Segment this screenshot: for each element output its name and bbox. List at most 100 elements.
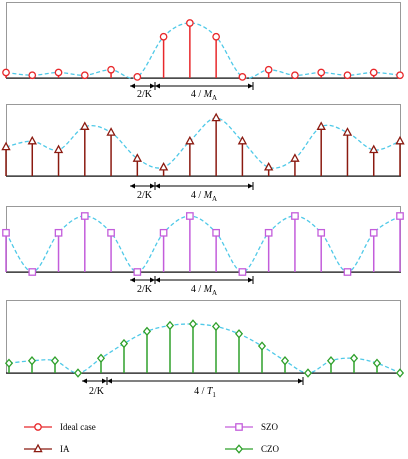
label-spacing-small: 2/K: [137, 284, 153, 295]
label-spacing-small: 2/K: [89, 386, 105, 397]
sample-marker: [54, 228, 63, 237]
sample-marker: [80, 71, 89, 80]
envelope-curve: [5, 117, 401, 169]
panel-czo: 2/K 4 / T1: [4, 300, 405, 399]
sample-marker: [211, 112, 221, 122]
sample-marker: [290, 153, 300, 162]
sample-marker: [342, 127, 353, 136]
legend-marker: [234, 444, 244, 454]
sample-marker: [80, 121, 90, 130]
envelope-curve: [5, 215, 401, 273]
sample-marker: [369, 68, 378, 77]
sample-marker: [372, 358, 382, 368]
sample-marker: [50, 356, 60, 366]
sample-marker: [73, 368, 83, 378]
sample-marker: [237, 135, 248, 145]
legend-marker: [235, 423, 243, 431]
sample-marker: [188, 319, 198, 329]
sample-marker: [317, 228, 326, 237]
arrowhead: [130, 277, 135, 283]
sample-marker: [133, 73, 142, 81]
panel-szo: 2/K 4 / MA: [2, 206, 404, 297]
sample-marker: [28, 268, 37, 276]
sample-marker: [234, 329, 244, 339]
sample-marker: [264, 228, 273, 237]
label-spacing-large: 4 / MA: [191, 89, 217, 102]
sample-marker: [257, 341, 267, 351]
sample-marker: [291, 212, 299, 220]
sample-marker: [212, 32, 220, 41]
sample-marker: [264, 65, 273, 74]
sample-marker: [280, 356, 290, 366]
sample-marker: [395, 135, 405, 145]
sample-marker: [212, 228, 220, 237]
sample-marker: [4, 358, 14, 368]
sample-marker: [132, 153, 143, 162]
sample-marker: [158, 161, 169, 171]
sample-marker: [185, 135, 195, 145]
arrowhead: [150, 83, 155, 89]
sample-marker: [369, 144, 379, 154]
sample-marker: [165, 320, 175, 331]
sample-marker: [159, 32, 168, 41]
panel-frame: [6, 300, 401, 374]
sample-marker: [343, 71, 352, 80]
legend-marker: [34, 423, 42, 431]
arrowhead: [298, 378, 303, 384]
sample-marker: [80, 212, 89, 220]
sample-marker: [343, 268, 352, 276]
legend-item-czo: CZO: [225, 444, 280, 454]
sample-marker: [369, 228, 378, 237]
arrowhead: [155, 183, 160, 189]
label-spacing-large: 4 / MA: [191, 284, 217, 297]
sample-marker: [186, 19, 194, 27]
arrowhead: [150, 183, 155, 189]
envelope-curve: [5, 22, 401, 79]
sample-marker: [2, 68, 10, 77]
legend-item-ia: IA: [24, 443, 70, 454]
arrowhead: [248, 183, 253, 189]
sample-marker: [291, 71, 299, 80]
sample-marker: [349, 353, 359, 363]
sample-marker: [27, 135, 37, 145]
sample-marker: [303, 368, 313, 378]
sample-marker: [27, 356, 37, 366]
sample-marker: [238, 73, 247, 81]
label-spacing-large: 4 / MA: [191, 190, 217, 203]
legend-label: CZO: [261, 444, 280, 454]
sample-marker: [28, 71, 37, 80]
legend-label: SZO: [261, 422, 279, 432]
legend-label: Ideal case: [60, 422, 96, 432]
sample-marker: [396, 212, 404, 220]
sample-marker: [1, 141, 11, 151]
panel-ideal: 2/K 4 / MA: [2, 2, 404, 102]
legend-marker: [33, 443, 43, 453]
sample-marker: [238, 268, 247, 276]
panel-frame: [6, 104, 401, 177]
arrowhead: [248, 83, 253, 89]
sample-marker: [107, 228, 115, 237]
sample-marker: [107, 65, 115, 74]
arrowhead: [102, 378, 107, 384]
label-spacing-small: 2/K: [137, 89, 153, 100]
arrowhead: [155, 277, 160, 283]
sample-marker: [106, 127, 116, 136]
arrowhead: [130, 83, 135, 89]
sample-marker: [54, 68, 63, 77]
sample-marker: [159, 228, 168, 237]
arrowhead: [248, 277, 253, 283]
sample-marker: [133, 268, 142, 276]
arrowhead: [130, 183, 135, 189]
envelope-curve: [8, 323, 401, 374]
panel-frame: [6, 206, 401, 273]
legend-item-szo: SZO: [225, 422, 279, 432]
sample-marker: [119, 338, 129, 349]
sample-marker: [53, 144, 64, 154]
sample-marker: [142, 326, 152, 337]
sample-marker: [396, 71, 404, 80]
sample-marker: [263, 161, 274, 171]
arrowhead: [82, 378, 87, 384]
sample-marker: [395, 368, 405, 378]
sample-marker: [211, 321, 221, 332]
sample-marker: [96, 353, 106, 363]
